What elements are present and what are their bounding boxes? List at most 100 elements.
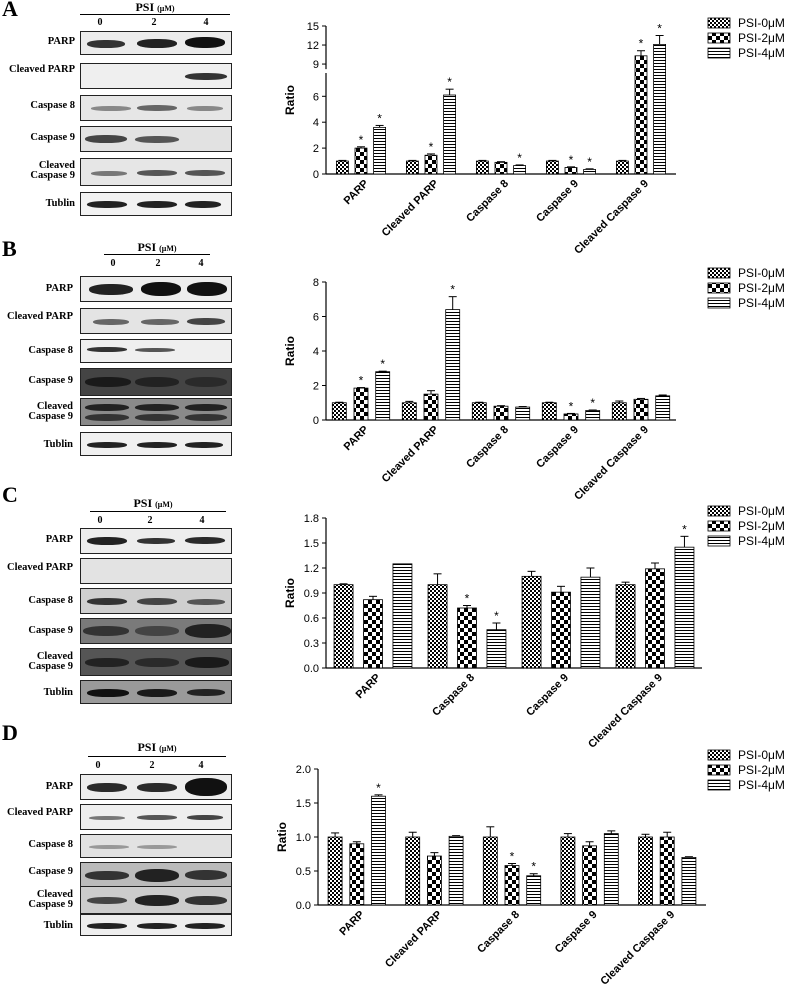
y-tick-label: 0.6 <box>304 613 319 625</box>
significance-star: * <box>494 609 499 623</box>
psi-bracket-line <box>80 14 230 15</box>
panel-letter-c: C <box>2 482 18 507</box>
band <box>137 39 177 48</box>
bar <box>546 160 559 175</box>
blot-label-parp: PARP <box>45 283 73 294</box>
legend-label: PSI-0μM <box>738 16 785 30</box>
blot-strip-parp <box>80 276 232 302</box>
y-tick-label: 1.2 <box>304 563 319 575</box>
y-tick-label: 9 <box>313 59 319 71</box>
blot-label-caspase9: Caspase 9 <box>28 625 73 636</box>
conc-4-label: 4 <box>203 17 209 28</box>
category-label: Cleaved PARP <box>380 424 442 486</box>
psi-unit: (μM) <box>155 500 173 509</box>
band <box>85 404 129 411</box>
band <box>135 414 179 421</box>
psi-label: PSI <box>135 0 155 14</box>
band <box>135 869 179 882</box>
band <box>185 657 229 668</box>
bar <box>653 43 666 175</box>
blot-strip-caspase9 <box>80 368 232 396</box>
blot-label-caspase8: Caspase 8 <box>28 595 73 606</box>
band <box>135 348 175 352</box>
band <box>137 923 177 929</box>
category-label: Cleaved Caspase 9 <box>598 909 677 987</box>
blot-label-parp: PARP <box>47 36 75 47</box>
bar <box>585 410 601 421</box>
band <box>87 347 127 352</box>
band <box>87 201 127 208</box>
bar <box>674 546 695 669</box>
blot-label-cleaved-caspase9: Cleaved Caspase 9 <box>30 160 75 181</box>
psi-bracket-line <box>88 756 226 757</box>
band <box>185 377 227 387</box>
blot-strip-tublin <box>80 432 232 456</box>
category-label: PARP <box>342 424 372 454</box>
chart-a: 0 2 4 6 9 12 15 Ratio * * PARP * * Cleaved PARP * Caspa… <box>283 16 785 257</box>
bar <box>457 607 477 669</box>
chart-b: 0 2 4 6 8 Ratio * * PARP * Cleaved PARP Caspase 8 * *… <box>283 266 785 503</box>
legend-swatch <box>707 535 731 547</box>
significance-star: * <box>359 374 364 388</box>
conc-0-label: 0 <box>97 17 103 28</box>
category-label: Caspase 8 <box>464 424 511 471</box>
category-label: Caspase 9 <box>553 909 600 956</box>
bar <box>494 161 508 175</box>
blot-label-tublin: Tublin <box>45 198 75 209</box>
chart-d: 0.0 0.5 1.0 1.5 2.0 Ratio * PARP Cleaved PARP * * C… <box>275 748 785 987</box>
y-axis-label: Ratio <box>275 822 289 852</box>
bar <box>551 591 571 669</box>
bar <box>349 843 365 906</box>
bar <box>615 584 636 669</box>
y-tick-label: 0.5 <box>296 866 311 878</box>
blot-strip-cleaved-parp <box>80 63 232 89</box>
blot-strip-caspase8 <box>80 588 232 614</box>
psi-label: PSI <box>133 496 153 510</box>
band <box>135 895 179 906</box>
band <box>137 783 177 792</box>
y-tick-label: 6 <box>313 312 319 324</box>
legend-label: PSI-0μM <box>738 266 785 280</box>
legend-label: PSI-4μM <box>738 534 785 548</box>
blot-strip-cleaved-caspase9 <box>80 398 232 426</box>
blot-label-cleaved-parp: Cleaved PARP <box>7 807 73 818</box>
psi-header: PSI (μM) <box>112 740 202 755</box>
band <box>185 201 221 208</box>
bar <box>471 402 487 421</box>
category-label: PARP <box>337 909 367 939</box>
blot-panel-a: PSI (μM) 0 2 4 PARP Cleaved PARP Caspase… <box>0 0 270 220</box>
bar <box>659 836 675 906</box>
band <box>185 414 227 421</box>
band <box>137 845 177 849</box>
band <box>185 404 227 411</box>
bar <box>331 402 347 421</box>
significance-star: * <box>447 75 452 89</box>
bar <box>392 563 413 669</box>
band <box>85 658 129 667</box>
significance-star: * <box>569 153 574 167</box>
bar <box>354 147 368 175</box>
blot-strip-cleaved-parp <box>80 804 232 830</box>
bar <box>424 154 438 175</box>
blot-label-parp: PARP <box>45 781 73 792</box>
psi-unit: (μM) <box>159 244 177 253</box>
band <box>185 923 225 929</box>
category-label: Caspase 9 <box>524 672 571 719</box>
blot-label-cleaved-caspase9: Cleaved Caspase 9 <box>28 889 73 910</box>
bar <box>363 599 383 669</box>
conc-4-label: 4 <box>198 760 204 771</box>
significance-star: * <box>359 133 364 147</box>
band <box>185 442 223 448</box>
band <box>87 442 127 448</box>
legend-swatch <box>707 749 731 761</box>
bar <box>616 160 629 175</box>
band <box>93 319 129 325</box>
bar <box>445 309 461 421</box>
bar <box>603 833 619 906</box>
category-label: Cleaved PARP <box>383 909 445 971</box>
y-tick-label: 8 <box>313 277 319 289</box>
significance-star: * <box>429 140 434 154</box>
band <box>185 896 227 905</box>
band <box>87 897 127 904</box>
psi-unit: (μM) <box>159 744 177 753</box>
